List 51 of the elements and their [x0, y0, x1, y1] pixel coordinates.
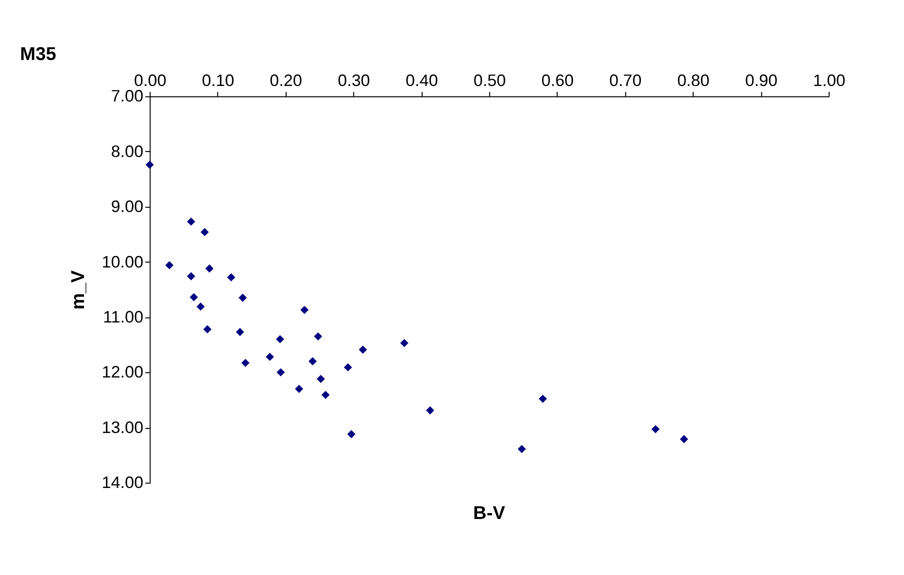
point [314, 332, 322, 341]
point [400, 338, 408, 348]
point [238, 294, 247, 302]
x-tick-label: 1.00 [812, 70, 846, 90]
x-tick-label: 0.90 [745, 70, 778, 90]
y-tick-label: 10.00 [102, 252, 144, 272]
y-tick-label: 14.00 [102, 473, 144, 492]
x-tick-label: 0.60 [541, 70, 574, 90]
y-tick-label: 9.00 [110, 197, 144, 216]
point [196, 302, 205, 311]
point [266, 352, 274, 361]
y-tick-label: 13.00 [102, 418, 144, 437]
point [426, 406, 434, 414]
x-tick-label: 0.30 [338, 70, 370, 90]
point [518, 444, 526, 454]
point [165, 261, 174, 270]
point [680, 435, 688, 444]
point [300, 306, 309, 314]
point [187, 272, 196, 280]
y-tick-label: 8.00 [110, 142, 144, 161]
point [321, 390, 330, 400]
point [347, 430, 356, 438]
y-tick-label: 11.00 [102, 307, 144, 326]
x-tick-label: 0.20 [270, 70, 302, 90]
point [241, 358, 250, 368]
point [344, 363, 352, 372]
point [276, 335, 284, 344]
x-tick-label: 0.40 [406, 70, 438, 90]
x-axis-title: B-V [473, 502, 506, 523]
point [651, 425, 660, 434]
chart-title: M35 [20, 43, 56, 64]
point [187, 217, 196, 226]
point [190, 293, 198, 302]
x-tick-label: 0.80 [677, 70, 710, 90]
point [316, 374, 325, 384]
x-tick-label: 0.50 [473, 70, 506, 90]
x-tick-label: 0.10 [202, 70, 234, 90]
point [227, 273, 236, 282]
point [205, 264, 214, 273]
point [203, 325, 212, 334]
point [308, 357, 317, 366]
point [236, 328, 244, 336]
point [538, 394, 547, 403]
point [276, 368, 285, 376]
point [358, 346, 367, 354]
point [200, 228, 209, 236]
y-axis-title: m_V [67, 270, 88, 310]
point [146, 160, 154, 169]
point [294, 384, 304, 393]
x-tick-label: 0.70 [609, 70, 642, 90]
y-tick-label: 12.00 [102, 362, 144, 382]
